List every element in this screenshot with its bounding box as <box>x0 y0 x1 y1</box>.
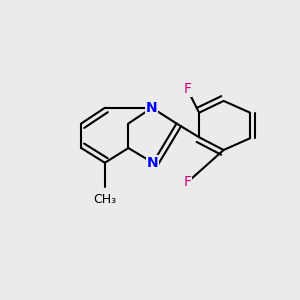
Text: F: F <box>183 176 191 189</box>
Text: CH₃: CH₃ <box>93 193 116 206</box>
Text: F: F <box>183 82 191 96</box>
Text: N: N <box>147 156 159 170</box>
Text: N: N <box>146 101 158 115</box>
